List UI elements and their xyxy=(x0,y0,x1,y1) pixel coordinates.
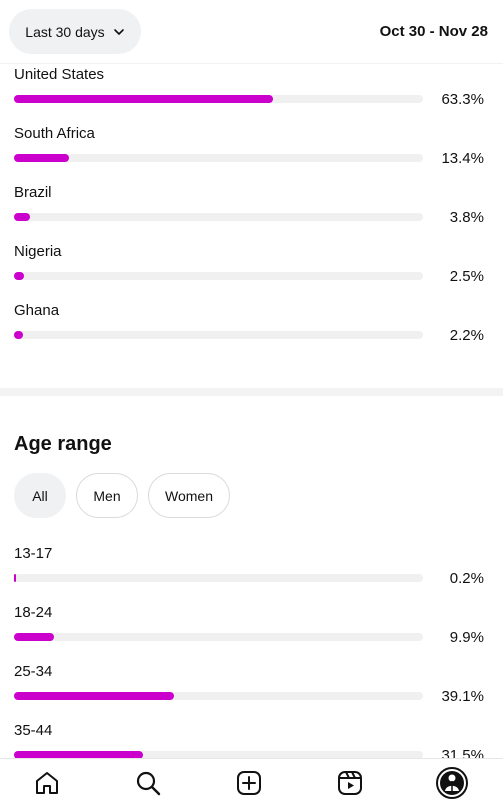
reels-icon xyxy=(338,771,362,795)
age-row: 18-24 9.9% xyxy=(0,604,503,663)
country-label: Nigeria xyxy=(14,243,62,260)
age-bar-track xyxy=(14,633,423,641)
age-bar-fill xyxy=(14,751,143,758)
country-label: South Africa xyxy=(14,125,95,142)
create-icon xyxy=(237,771,261,795)
age-bar-track xyxy=(14,751,423,758)
home-tab[interactable] xyxy=(33,769,61,797)
profile-tab[interactable] xyxy=(436,767,468,799)
country-bar-fill xyxy=(14,154,69,162)
top-header: Last 30 days Oct 30 - Nov 28 xyxy=(0,0,503,64)
country-bar-track xyxy=(14,95,423,103)
country-bar-fill xyxy=(14,95,273,103)
insights-content[interactable]: United States 63.3% South Africa 13.4% B… xyxy=(0,64,503,758)
age-bar-fill xyxy=(14,633,55,641)
age-bar-track xyxy=(14,574,423,582)
age-label: 35-44 xyxy=(14,722,53,739)
filter-chip-all[interactable]: All xyxy=(14,473,66,518)
country-percent: 13.4% xyxy=(441,150,484,167)
country-label: Brazil xyxy=(14,184,52,201)
age-row: 35-44 31.5% xyxy=(0,722,503,758)
country-bar-track xyxy=(14,272,423,280)
gender-filter-chips: All Men Women xyxy=(14,473,230,518)
country-bar-track xyxy=(14,213,423,221)
date-range-text: Oct 30 - Nov 28 xyxy=(379,23,488,40)
date-range-dropdown[interactable]: Last 30 days xyxy=(9,9,141,54)
filter-chip-men[interactable]: Men xyxy=(76,473,138,518)
country-label: Ghana xyxy=(14,302,60,319)
country-percent: 2.5% xyxy=(449,268,484,285)
date-range-dropdown-label: Last 30 days xyxy=(25,23,105,40)
reels-tab[interactable] xyxy=(336,769,364,797)
age-range-title: Age range xyxy=(14,433,112,455)
country-bar-fill xyxy=(14,272,25,280)
age-row: 13-17 0.2% xyxy=(0,545,503,604)
profile-avatar xyxy=(436,767,468,799)
age-percent: 39.1% xyxy=(441,688,484,705)
country-percent: 63.3% xyxy=(441,91,484,108)
country-row: Brazil 3.8% xyxy=(0,184,503,243)
country-bar-fill xyxy=(14,331,23,339)
age-percent: 31.5% xyxy=(441,747,484,758)
age-percent: 0.2% xyxy=(449,570,484,587)
age-row: 25-34 39.1% xyxy=(0,663,503,722)
home-icon xyxy=(36,772,58,794)
filter-chip-women[interactable]: Women xyxy=(148,473,230,518)
age-label: 18-24 xyxy=(14,604,53,621)
country-row: Ghana 2.2% xyxy=(0,302,503,361)
chevron-down-icon xyxy=(113,28,124,35)
age-percent: 9.9% xyxy=(449,629,484,646)
search-tab[interactable] xyxy=(134,769,162,797)
country-row: South Africa 13.4% xyxy=(0,125,503,184)
create-tab[interactable] xyxy=(235,769,263,797)
bottom-tab-bar xyxy=(0,758,503,802)
age-bar-fill xyxy=(14,574,16,582)
country-label: United States xyxy=(14,66,105,83)
age-label: 25-34 xyxy=(14,663,53,680)
country-row: Nigeria 2.5% xyxy=(0,243,503,302)
age-bar-track xyxy=(14,692,423,700)
country-row: United States 63.3% xyxy=(0,66,503,125)
age-label: 13-17 xyxy=(14,545,53,562)
country-percent: 3.8% xyxy=(449,209,484,226)
age-bar-fill xyxy=(14,692,174,700)
country-bar-track xyxy=(14,331,423,339)
country-bar-fill xyxy=(14,213,30,221)
section-divider xyxy=(0,388,503,396)
search-icon xyxy=(136,771,161,796)
country-percent: 2.2% xyxy=(449,327,484,344)
country-bar-track xyxy=(14,154,423,162)
